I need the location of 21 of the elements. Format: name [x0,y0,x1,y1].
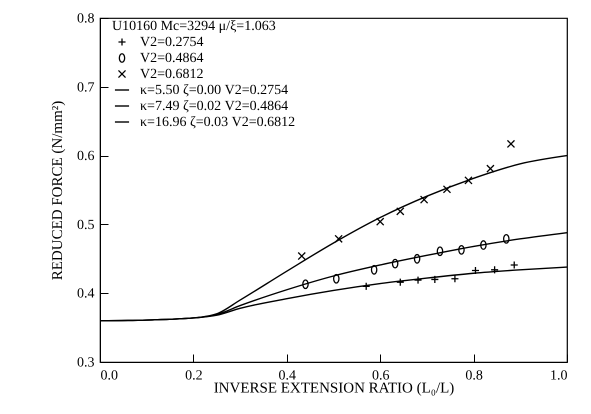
y-tick-label: 0.3 [77,356,94,370]
legend-title: U10160 Mc=3294 μ/ξ=1.063 [112,19,276,34]
x-tick-label: 0.4 [278,368,296,384]
y-tick-label: 0.6 [77,149,94,164]
x-tick-label: 1.0 [550,368,568,384]
x-tick-label: 0.8 [465,368,483,384]
legend-label: V2=0.2754 [140,35,204,50]
legend-label: κ=5.50 ζ=0.00 V2=0.2754 [140,83,288,98]
y-tick-label: 0.4 [77,286,94,302]
y-tick-label: 0.7 [77,80,94,96]
x-tick-label: 0.0 [100,368,118,384]
y-tick-label: 0.5 [77,218,94,233]
legend-label: V2=0.6812 [140,67,204,82]
y-tick-label: 0.8 [77,12,94,26]
legend-label: κ=7.49 ζ=0.02 V2=0.4864 [140,99,288,114]
x-tick-label: 0.6 [372,368,390,384]
legend-label: V2=0.4864 [140,51,204,66]
x-axis-title: INVERSE EXTENSION RATIO (L₀/L) [214,380,454,396]
y-axis-title: REDUCED FORCE (N/mm²) [50,100,66,280]
legend-label: κ=16.96 ζ=0.03 V2=0.6812 [140,115,296,130]
x-tick-label: 0.2 [185,368,203,384]
